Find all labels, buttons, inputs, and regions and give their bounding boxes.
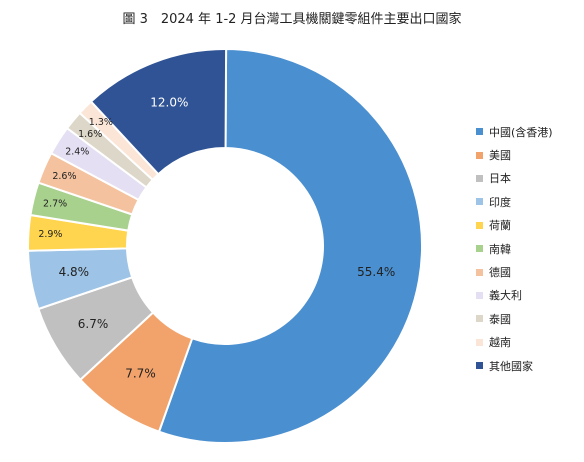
legend-item-1: 中國(含香港) — [476, 120, 553, 143]
data-label-8: 2.4% — [65, 147, 89, 158]
legend-swatch — [476, 315, 483, 323]
legend-label: 其他國家 — [489, 359, 533, 373]
legend-item-3: 日本 — [476, 167, 553, 190]
legend-item-6: 南韓 — [476, 237, 553, 260]
legend-item-10: 越南 — [476, 331, 553, 354]
legend-item-4: 印度 — [476, 190, 553, 213]
legend-swatch — [476, 198, 483, 206]
legend-item-2: 美國 — [476, 143, 553, 166]
legend-label: 義大利 — [489, 289, 522, 303]
data-label-4: 4.8% — [59, 265, 90, 279]
data-label-9: 1.6% — [78, 129, 102, 140]
legend-label: 荷蘭 — [489, 219, 511, 233]
legend-swatch — [476, 221, 483, 229]
legend-item-11: 其他國家 — [476, 354, 553, 377]
data-label-2: 7.7% — [125, 367, 156, 381]
chart-title: 圖 3 2024 年 1-2 月台灣工具機關鍵零組件主要出口國家 — [122, 12, 462, 27]
legend-label: 德國 — [489, 266, 511, 280]
legend-swatch — [476, 151, 483, 159]
legend-swatch — [476, 128, 483, 136]
data-label-7: 2.6% — [52, 171, 76, 182]
legend-label: 日本 — [489, 172, 511, 186]
data-label-1: 55.4% — [357, 265, 395, 279]
legend-item-7: 德國 — [476, 260, 553, 283]
legend-label: 美國 — [489, 149, 511, 163]
legend-item-9: 泰國 — [476, 307, 553, 330]
donut-slice-11 — [89, 48, 228, 176]
legend-swatch — [476, 174, 483, 182]
legend-swatch — [476, 268, 483, 276]
legend-swatch — [476, 245, 483, 253]
donut-slice-1 — [157, 47, 423, 444]
data-label-10: 1.3% — [89, 117, 113, 128]
legend-label: 中國(含香港) — [489, 125, 553, 139]
slice-group — [27, 47, 423, 444]
data-label-3: 6.7% — [78, 317, 109, 331]
legend-label: 印度 — [489, 195, 511, 209]
legend-label: 南韓 — [489, 242, 511, 256]
legend-label: 越南 — [489, 336, 511, 350]
legend-swatch — [476, 291, 483, 299]
legend-item-5: 荷蘭 — [476, 214, 553, 237]
data-label-5: 2.9% — [38, 229, 62, 240]
legend-label: 泰國 — [489, 312, 511, 326]
data-label-11: 12.0% — [150, 95, 188, 109]
legend-swatch — [476, 362, 483, 370]
legend: 中國(含香港) 美國日本印度荷蘭南韓德國義大利泰國越南其他國家 — [476, 120, 553, 377]
data-label-group: 55.4% 7.7% 6.7% 4.8% 2.9% 2.7% 2.6% 2.4% 1.6%1.3… — [38, 95, 395, 380]
legend-item-8: 義大利 — [476, 284, 553, 307]
legend-swatch — [476, 338, 483, 346]
data-label-6: 2.7% — [43, 198, 67, 209]
